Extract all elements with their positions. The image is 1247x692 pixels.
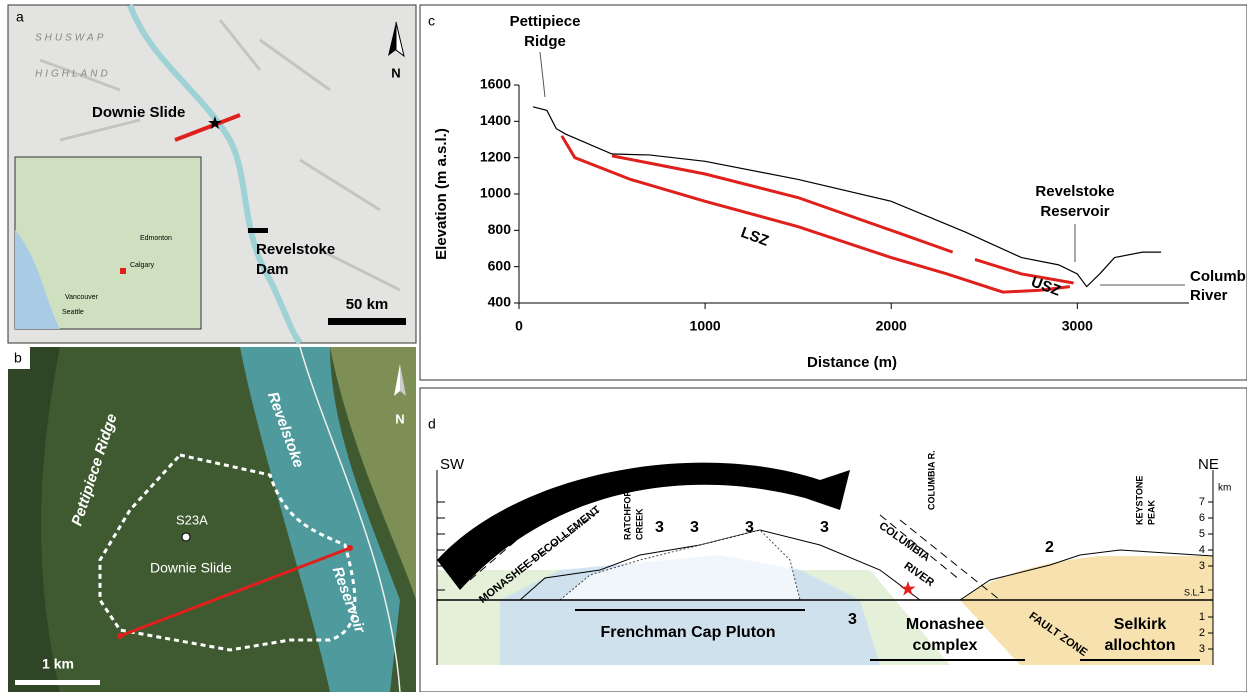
depth-label: 5 (1199, 528, 1205, 540)
city: Calgary (130, 262, 155, 269)
fold-number: 3 (820, 519, 829, 536)
north-label: N (395, 411, 404, 426)
depth-label: 6 (1199, 512, 1205, 524)
panel-letter: a (16, 9, 24, 25)
unit-label: allochton (1104, 637, 1175, 654)
panel-letter: c (428, 13, 435, 29)
scale-unit: km (1218, 483, 1231, 494)
fold-number: 2 (1045, 539, 1054, 556)
depth-label: 1 (1199, 584, 1205, 596)
x-tick-label: 3000 (1062, 318, 1093, 334)
panel-letter: d (428, 416, 436, 432)
x-tick-label: 0 (515, 318, 523, 334)
section-end (347, 545, 353, 551)
annotation: Columbia (1190, 268, 1247, 285)
fold-number: 3 (690, 519, 699, 536)
panel-b: b Pettipiece Ridge Revelstoke Reservoir … (8, 347, 416, 692)
city: Edmonton (140, 235, 172, 242)
section-end (117, 633, 123, 639)
unit-label: Frenchman Cap Pluton (600, 624, 775, 641)
y-tick-label: 1000 (480, 185, 511, 201)
y-tick-label: 1400 (480, 112, 511, 128)
place-label: RATCHFORD (622, 483, 632, 540)
place-label: KEYSTONE (1134, 476, 1144, 525)
annotation: Pettipiece (510, 13, 581, 30)
depth-label: 3 (1199, 560, 1205, 572)
depth-label: 4 (1199, 544, 1205, 556)
scale-bar (328, 318, 406, 325)
depth-label: 2 (1199, 627, 1205, 639)
city: Vancouver (65, 294, 99, 301)
panel-a: Edmonton Calgary Vancouver Seattle ★ a S… (8, 5, 416, 343)
city: Seattle (62, 309, 84, 316)
direction: NE (1198, 456, 1219, 473)
sample-label: S23A (176, 512, 208, 527)
annotation: Reservoir (1040, 203, 1109, 220)
star: ★ (899, 578, 917, 600)
site-marker (120, 268, 126, 274)
x-tick-label: 2000 (876, 318, 907, 334)
y-tick-label: 600 (488, 257, 512, 273)
place-label: CREEK (634, 508, 644, 540)
panel-frame (420, 5, 1247, 380)
annotation: Revelstoke (1035, 183, 1114, 200)
dam-label: Dam (256, 261, 289, 278)
direction: SW (440, 456, 465, 473)
region-label: HIGHLAND (35, 69, 111, 80)
annotation: Ridge (524, 33, 566, 50)
site-label: Downie Slide (150, 560, 232, 576)
sample-point (182, 533, 190, 541)
unit-label: Monashee (906, 616, 984, 633)
y-tick-label: 1200 (480, 148, 511, 164)
depth-label: 1 (1199, 611, 1205, 623)
north-label: N (391, 65, 400, 80)
depth-label: 7 (1199, 496, 1205, 508)
fold-number: 3 (848, 611, 857, 628)
sea-level-label: S.L. (1184, 587, 1200, 597)
fold-number: 3 (745, 519, 754, 536)
dam-label: Revelstoke (256, 241, 335, 258)
star: ★ (207, 113, 223, 133)
unit-label: complex (913, 637, 978, 654)
unit-label: Selkirk (1114, 616, 1167, 633)
panel-letter: b (14, 350, 22, 366)
depth-label: 3 (1199, 643, 1205, 655)
scale-label: 1 km (42, 656, 74, 672)
panel-d: ★ d SW NE km S.L. MONASHEE DECOLLEMENT R… (420, 388, 1247, 692)
dam-marker (248, 228, 268, 233)
site-label: Downie Slide (92, 104, 185, 121)
y-axis-label: Elevation (m a.s.l.) (433, 128, 450, 260)
scale-label: 50 km (346, 296, 389, 313)
y-tick-label: 400 (488, 294, 512, 310)
place-label: COLUMBIA R. (926, 450, 936, 510)
y-tick-label: 800 (488, 221, 512, 237)
figure: Edmonton Calgary Vancouver Seattle ★ a S… (0, 0, 1247, 692)
x-axis-label: Distance (m) (807, 354, 897, 371)
region-label: SHUSWAP (35, 33, 106, 44)
panel-c: c Pettipiece Ridge Revelstoke Reservoir … (420, 5, 1247, 380)
place-label: PEAK (1146, 499, 1156, 525)
y-tick-label: 1600 (480, 76, 511, 92)
x-tick-label: 1000 (690, 318, 721, 334)
scale-bar (15, 680, 100, 685)
annotation: River (1190, 287, 1228, 304)
fold-number: 3 (655, 519, 664, 536)
